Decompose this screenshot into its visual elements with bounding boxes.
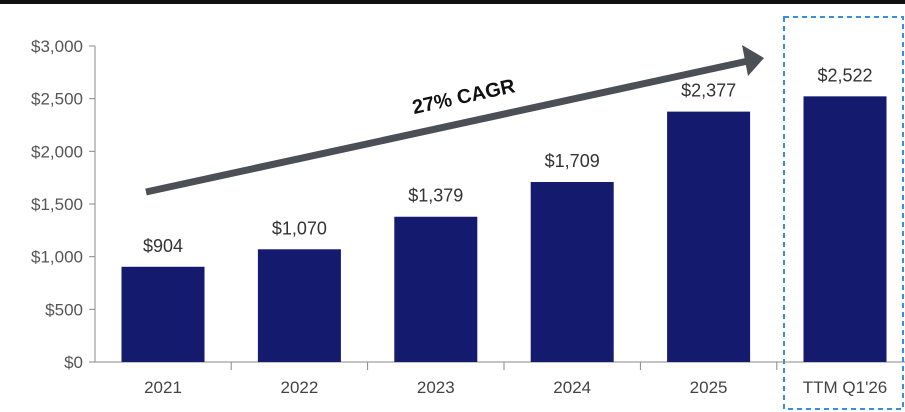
- data-label: $1,379: [408, 186, 463, 206]
- bar-2021: [121, 266, 205, 362]
- category-label: 2025: [690, 378, 728, 397]
- cagr-arrow-head: [742, 45, 764, 76]
- data-label: $2,377: [681, 81, 736, 101]
- y-axis: $0 $500 $1,000 $1,500 $2,000 $2,500 $3,000: [31, 37, 96, 372]
- bar-ttm-q1-26: [803, 96, 887, 362]
- y-tick-label: $3,000: [31, 37, 83, 56]
- data-label: $2,522: [817, 65, 872, 85]
- y-tick-label: $1,500: [31, 195, 83, 214]
- category-labels: 2021 2022 2023 2024 2025 TTM Q1'26: [144, 378, 887, 397]
- bars: [121, 96, 887, 362]
- category-label: 2022: [280, 378, 318, 397]
- y-tick-label: $0: [64, 353, 83, 372]
- y-tick-label: $2,500: [31, 90, 83, 109]
- y-tick-label: $2,000: [31, 142, 83, 161]
- bar-2025: [667, 111, 751, 362]
- data-label: $904: [143, 236, 183, 256]
- category-label: 2021: [144, 378, 182, 397]
- data-label: $1,070: [272, 218, 327, 238]
- bar-2024: [530, 181, 614, 362]
- bar-2023: [394, 216, 478, 362]
- ttm-highlight-box: [783, 16, 904, 410]
- x-axis: [95, 361, 905, 370]
- top-rule: [0, 0, 905, 4]
- bar-2022: [257, 249, 341, 362]
- category-label: 2024: [553, 378, 591, 397]
- data-label: $1,709: [545, 151, 600, 171]
- cagr-arrow-line: [145, 57, 749, 196]
- y-tick-label: $1,000: [31, 248, 83, 267]
- category-label: 2023: [417, 378, 455, 397]
- data-labels: $904 $1,070 $1,379 $1,709 $2,377 $2,522: [143, 65, 873, 255]
- y-tick-label: $500: [45, 300, 83, 319]
- category-label: TTM Q1'26: [803, 378, 888, 397]
